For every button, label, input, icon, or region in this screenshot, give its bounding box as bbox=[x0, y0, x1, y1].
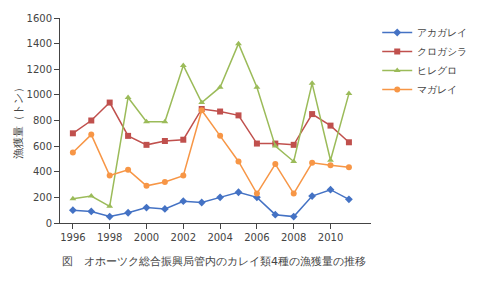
svg-text:2004: 2004 bbox=[207, 232, 232, 243]
svg-text:1000: 1000 bbox=[27, 89, 52, 100]
svg-text:ヒレグロ: ヒレグロ bbox=[417, 65, 457, 76]
svg-text:2006: 2006 bbox=[244, 232, 269, 243]
svg-text:アカガレイ: アカガレイ bbox=[417, 27, 467, 38]
svg-text:2000: 2000 bbox=[134, 232, 159, 243]
svg-text:800: 800 bbox=[33, 115, 52, 126]
svg-text:マガレイ: マガレイ bbox=[417, 84, 457, 95]
svg-text:0: 0 bbox=[46, 218, 52, 229]
svg-text:1998: 1998 bbox=[97, 232, 122, 243]
svg-text:2010: 2010 bbox=[318, 232, 343, 243]
svg-text:漁獲量（トン）: 漁獲量（トン） bbox=[12, 82, 25, 159]
svg-text:2008: 2008 bbox=[281, 232, 306, 243]
svg-text:1400: 1400 bbox=[27, 38, 52, 49]
svg-text:1200: 1200 bbox=[27, 64, 52, 75]
svg-text:600: 600 bbox=[33, 141, 52, 152]
svg-text:1600: 1600 bbox=[27, 13, 52, 24]
svg-text:1996: 1996 bbox=[60, 232, 85, 243]
svg-text:図 オホーツク総合振興局管内のカレイ類4種の漁獲量の推移: 図 オホーツク総合振興局管内のカレイ類4種の漁獲量の推移 bbox=[62, 255, 366, 268]
svg-text:400: 400 bbox=[33, 166, 52, 177]
svg-text:2002: 2002 bbox=[171, 232, 196, 243]
svg-text:クロガシラ: クロガシラ bbox=[417, 46, 467, 57]
svg-text:200: 200 bbox=[33, 192, 52, 203]
